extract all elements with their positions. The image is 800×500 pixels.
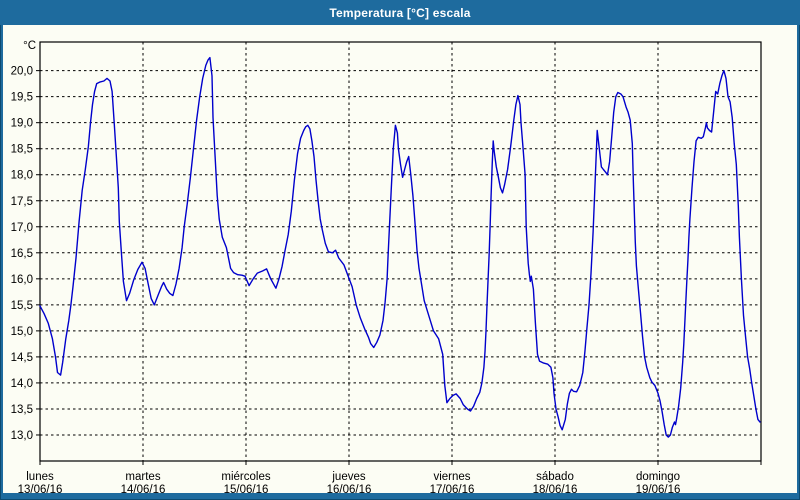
x-axis-date-label: 16/06/16 — [327, 484, 372, 493]
y-axis-tick-label: 16,5 — [11, 248, 33, 260]
x-axis-day-label: domingo — [636, 471, 680, 483]
x-axis-day-label: lunes — [26, 471, 54, 483]
x-axis-day-label: jueves — [331, 471, 365, 483]
y-axis-tick-label: 19,0 — [11, 118, 33, 130]
x-axis-date-label: 17/06/16 — [430, 484, 475, 493]
y-axis-tick-label: 18,5 — [11, 144, 33, 156]
x-axis-date-label: 19/06/16 — [636, 484, 681, 493]
y-axis-tick-label: 15,5 — [11, 300, 33, 312]
y-axis-tick-label: 14,5 — [11, 352, 33, 364]
x-axis-day-label: sábado — [536, 471, 574, 483]
y-axis-unit-label: °C — [23, 40, 36, 52]
window-title: Temperatura [°C] escala — [329, 5, 471, 20]
window-titlebar[interactable]: Temperatura [°C] escala — [0, 0, 800, 25]
y-axis-tick-label: 19,5 — [11, 92, 33, 104]
y-axis-tick-label: 17,0 — [11, 222, 33, 234]
y-axis-tick-label: 13,0 — [11, 430, 33, 442]
x-axis-date-label: 15/06/16 — [224, 484, 269, 493]
temperature-line — [39, 56, 761, 438]
temperature-chart: 20,0 19,5 19,0 18,5 18,0 17,5 17,0 16,5 16,0 15,5… — [11, 40, 762, 493]
plot-border — [39, 41, 762, 462]
y-axis-tick-label: 17,5 — [11, 196, 33, 208]
y-axis-tick-label: 16,0 — [11, 274, 33, 286]
y-axis-tick-label: 20,0 — [11, 66, 33, 78]
x-axis-day-label: viernes — [433, 471, 470, 483]
y-axis-tick-label: 15,0 — [11, 326, 33, 338]
y-axis-tick-label: 14,0 — [11, 378, 33, 390]
x-axis-day-label: martes — [125, 471, 160, 483]
x-axis-day-label: miércoles — [221, 471, 270, 483]
x-axis-date-label: 18/06/16 — [533, 484, 578, 493]
x-axis-date-label: 13/06/16 — [18, 484, 63, 493]
y-axis-tick-label: 18,0 — [11, 170, 33, 182]
chart-panel: 20,0 19,5 19,0 18,5 18,0 17,5 17,0 16,5 16,0 15,5… — [3, 25, 797, 493]
x-axis-date-label: 14/06/16 — [121, 484, 166, 493]
y-axis-tick-label: 13,5 — [11, 404, 33, 416]
